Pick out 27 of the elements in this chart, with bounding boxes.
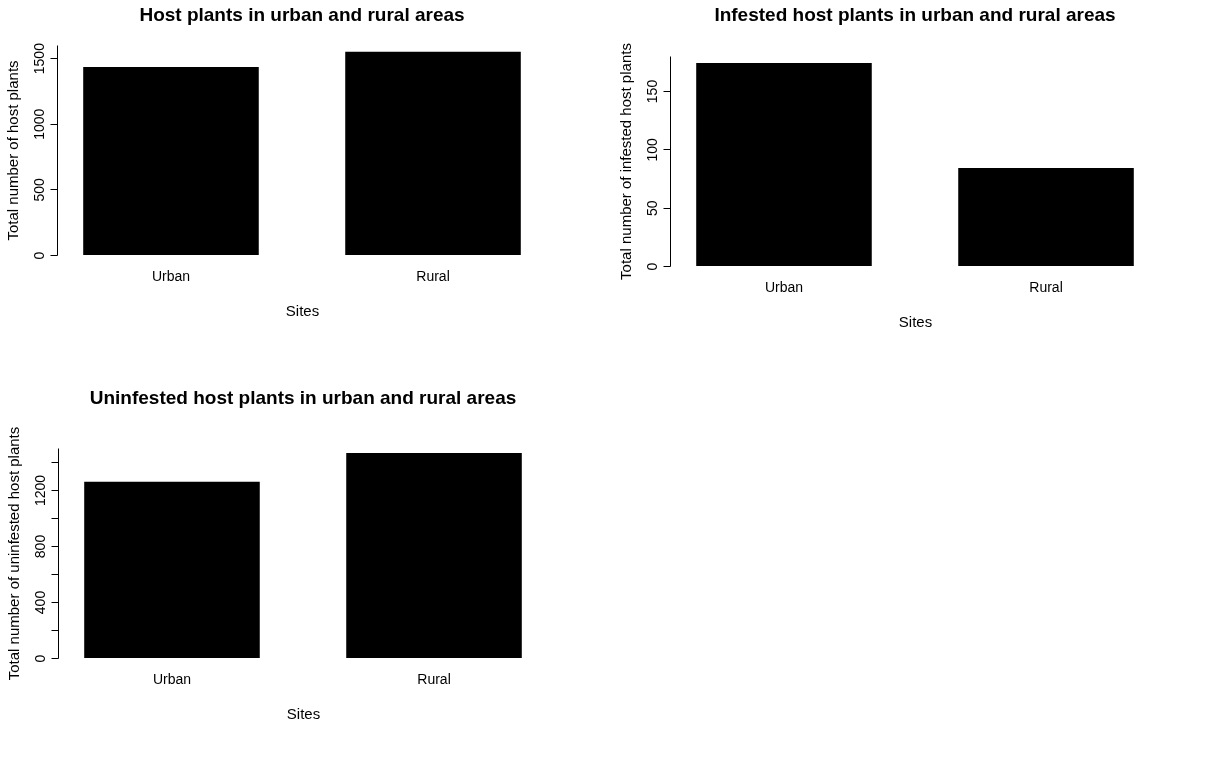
x-axis-title: Sites [285, 301, 320, 319]
y-tick-label: 0 [643, 262, 660, 271]
y-tick-label: 1000 [30, 108, 47, 140]
x-tick-label: Urban [151, 267, 191, 284]
x-tick-label: Rural [416, 267, 450, 284]
x-tick-label: Rural [417, 670, 451, 687]
y-tick-label: 800 [31, 534, 48, 559]
x-tick-label: Urban [152, 670, 192, 687]
y-tick-label: 500 [30, 177, 47, 202]
chart-title: Infested host plants in urban and rural areas [714, 3, 1116, 25]
y-tick-label: 1200 [31, 474, 48, 507]
y-tick-label: 100 [643, 137, 660, 162]
y-tick-label: 150 [643, 79, 660, 104]
y-axis-title: Total number of host plants [3, 60, 21, 241]
x-axis-title: Sites [286, 704, 321, 722]
y-tick-label: 0 [31, 654, 48, 663]
y-axis-title: Total number of infested host plants [616, 43, 634, 280]
y-tick-label: 0 [30, 251, 47, 260]
x-tick-label: Rural [1029, 278, 1063, 295]
x-tick-label: Urban [764, 278, 804, 295]
x-axis-title: Sites [898, 312, 933, 330]
y-tick-label: 1500 [30, 42, 47, 75]
y-axis-title: Total number of uninfested host plants [4, 426, 22, 681]
y-tick-label: 50 [643, 200, 660, 216]
y-tick-label: 400 [31, 590, 48, 615]
chart-title: Host plants in urban and rural areas [139, 3, 465, 25]
chart-title: Uninfested host plants in urban and rural areas [89, 387, 517, 409]
